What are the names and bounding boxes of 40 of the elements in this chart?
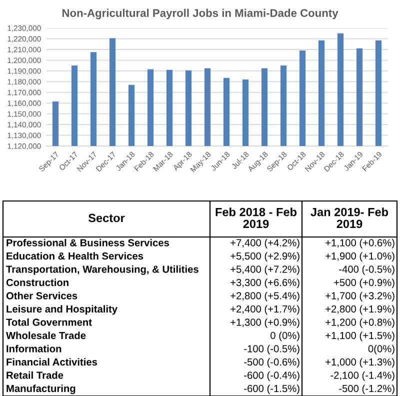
- text: 0 (0%): [270, 332, 300, 342]
- text: Wholesale Trade: [6, 332, 86, 340]
- text: Total Government: [6, 318, 92, 326]
- text: Retail Trade: [6, 371, 64, 379]
- text: +1,700 (+3.2%): [326, 292, 394, 302]
- text: Feb 2018 - Feb 2019: [216, 208, 297, 228]
- text: Leisure and Hospitality: [6, 305, 118, 315]
- text: +500 (+0.9%): [334, 278, 394, 288]
- text: -500 (-1.2%): [339, 384, 394, 394]
- text: Jan 2019- Feb 2019: [310, 208, 388, 228]
- text: Manufacturing: [6, 384, 76, 394]
- text: +1,100 (+0.6%): [326, 238, 394, 248]
- text: 0(0%): [368, 344, 394, 354]
- text: +3,300 (+6.6%): [230, 278, 300, 288]
- text: Other Services: [6, 292, 78, 300]
- text: Construction: [6, 278, 68, 286]
- text: Financial Activities: [6, 358, 98, 366]
- text: +2,400 (+1.7%): [230, 305, 300, 315]
- text: -400 (-0.5%): [339, 265, 394, 275]
- text: -500 (-0.6%): [244, 358, 300, 368]
- text: -600 (-1.5%): [244, 384, 300, 394]
- text: -100 (-0.5%): [244, 344, 300, 354]
- text: -2,100 (-1.4%): [330, 371, 394, 381]
- text: +1,000 (+1.3%): [326, 358, 394, 368]
- text: +1,100 (+1.5%): [326, 332, 394, 342]
- text: Transportation, Warehousing, & Utilities: [6, 265, 198, 275]
- chart-title: Non-Agricultural Payroll Jobs in Miami-Dade County: [62, 8, 338, 20]
- text: -600 (-0.4%): [244, 371, 300, 381]
- text: +5,400 (+7.2%): [230, 265, 300, 275]
- text: Education & Health Services: [6, 252, 144, 260]
- text: +7,400 (+4.2%): [230, 238, 300, 248]
- text: +5,500 (+2.9%): [230, 252, 300, 262]
- text: +2,800 (+1.9%): [326, 305, 394, 315]
- text: +1,200 (+0.8%): [326, 318, 394, 328]
- text: Professional & Business Services: [6, 238, 170, 246]
- text: Sector: [88, 214, 125, 222]
- text: +2,800 (+5.4%): [230, 292, 300, 302]
- text: +1,300 (+0.9%): [230, 318, 300, 328]
- text: +1,900 (+1.0%): [326, 252, 394, 262]
- text: Information: [6, 344, 62, 352]
